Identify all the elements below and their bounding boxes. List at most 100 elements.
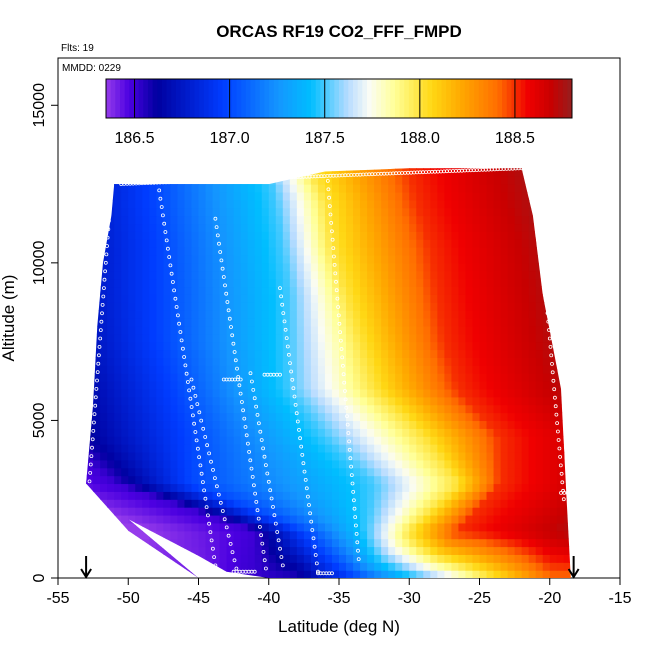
field-cell xyxy=(100,570,108,578)
field-cell xyxy=(458,286,467,295)
field-cell xyxy=(184,436,193,445)
field-cell xyxy=(170,231,179,240)
field-cell xyxy=(93,223,101,232)
field-cell xyxy=(310,191,319,201)
field-cell xyxy=(310,318,319,327)
field-cell xyxy=(374,176,382,185)
field-cell xyxy=(578,318,586,326)
field-cell xyxy=(254,325,263,335)
field-cell xyxy=(535,388,544,398)
flight-point xyxy=(197,455,202,460)
flight-point xyxy=(544,294,548,299)
field-cell xyxy=(465,436,474,445)
field-cell xyxy=(578,160,586,168)
field-cell xyxy=(409,176,417,185)
field-cell xyxy=(556,176,565,185)
field-cell xyxy=(556,483,565,492)
field-cell xyxy=(430,467,438,477)
field-cell xyxy=(423,451,431,461)
field-cell xyxy=(240,191,249,201)
field-cell xyxy=(542,333,551,343)
field-cell xyxy=(521,199,530,209)
field-cell xyxy=(177,357,186,366)
field-cell xyxy=(549,349,558,358)
field-cell xyxy=(191,381,200,390)
colorbar-segment xyxy=(124,79,130,118)
field-cell xyxy=(289,247,298,256)
field-cell xyxy=(72,208,80,216)
flight-point xyxy=(261,446,266,451)
flight-point xyxy=(250,474,255,479)
field-cell xyxy=(261,223,270,232)
field-cell xyxy=(219,365,228,374)
field-cell xyxy=(324,262,333,272)
field-cell xyxy=(86,530,94,540)
field-cell xyxy=(86,357,87,366)
flight-point xyxy=(182,179,186,184)
field-cell xyxy=(500,191,509,201)
field-cell xyxy=(212,546,221,555)
field-cell xyxy=(514,420,523,429)
field-cell xyxy=(331,412,340,422)
field-cell xyxy=(310,357,319,366)
field-cell xyxy=(317,538,326,548)
field-cell xyxy=(86,325,94,335)
field-cell xyxy=(212,302,221,311)
colorbar-segment xyxy=(133,79,140,118)
field-cell xyxy=(395,357,403,366)
field-cell xyxy=(472,562,481,571)
colorbar-tick-label: 187.0 xyxy=(210,130,250,147)
field-cell xyxy=(86,176,87,185)
field-cell xyxy=(500,357,509,366)
field-cell xyxy=(528,373,537,382)
field-cell xyxy=(205,514,214,524)
field-cell xyxy=(177,538,186,548)
field-cell xyxy=(549,357,558,366)
flight-point xyxy=(97,344,102,349)
field-cell xyxy=(353,373,361,382)
field-cell xyxy=(409,191,417,201)
field-cell xyxy=(226,436,235,445)
flight-point xyxy=(253,491,258,496)
field-cell xyxy=(472,522,481,532)
flight-point xyxy=(262,558,267,563)
flight-point xyxy=(159,205,164,209)
field-cell xyxy=(86,270,87,280)
field-cell xyxy=(198,365,207,374)
field-cell xyxy=(226,231,235,240)
field-cell xyxy=(339,215,347,225)
field-cell xyxy=(571,483,579,491)
field-cell xyxy=(114,254,122,264)
field-cell xyxy=(444,451,452,461)
field-cell xyxy=(374,522,382,532)
field-cell xyxy=(324,168,333,177)
field-cell xyxy=(226,286,235,295)
field-cell xyxy=(472,436,481,445)
field-cell xyxy=(507,404,516,414)
field-cell xyxy=(423,247,431,256)
field-cell xyxy=(346,254,354,264)
field-cell xyxy=(367,168,375,177)
field-cell xyxy=(500,302,509,311)
flight-point xyxy=(297,427,301,432)
field-cell xyxy=(100,396,108,406)
field-cell xyxy=(310,538,319,548)
field-cell xyxy=(121,522,129,532)
colorbar-segment xyxy=(413,79,419,118)
field-cell xyxy=(289,184,298,193)
field-cell xyxy=(423,373,431,382)
field-cell xyxy=(149,459,157,469)
field-cell xyxy=(571,271,579,279)
airport-arrow-head xyxy=(80,568,92,579)
field-cell xyxy=(486,491,495,500)
field-cell xyxy=(191,373,200,382)
field-cell xyxy=(493,412,502,422)
field-cell xyxy=(205,310,214,319)
field-cell xyxy=(177,499,186,508)
field-cell xyxy=(177,247,186,256)
field-cell xyxy=(451,365,460,374)
field-cell xyxy=(571,413,579,421)
field-cell xyxy=(528,254,537,264)
field-cell xyxy=(430,168,438,169)
